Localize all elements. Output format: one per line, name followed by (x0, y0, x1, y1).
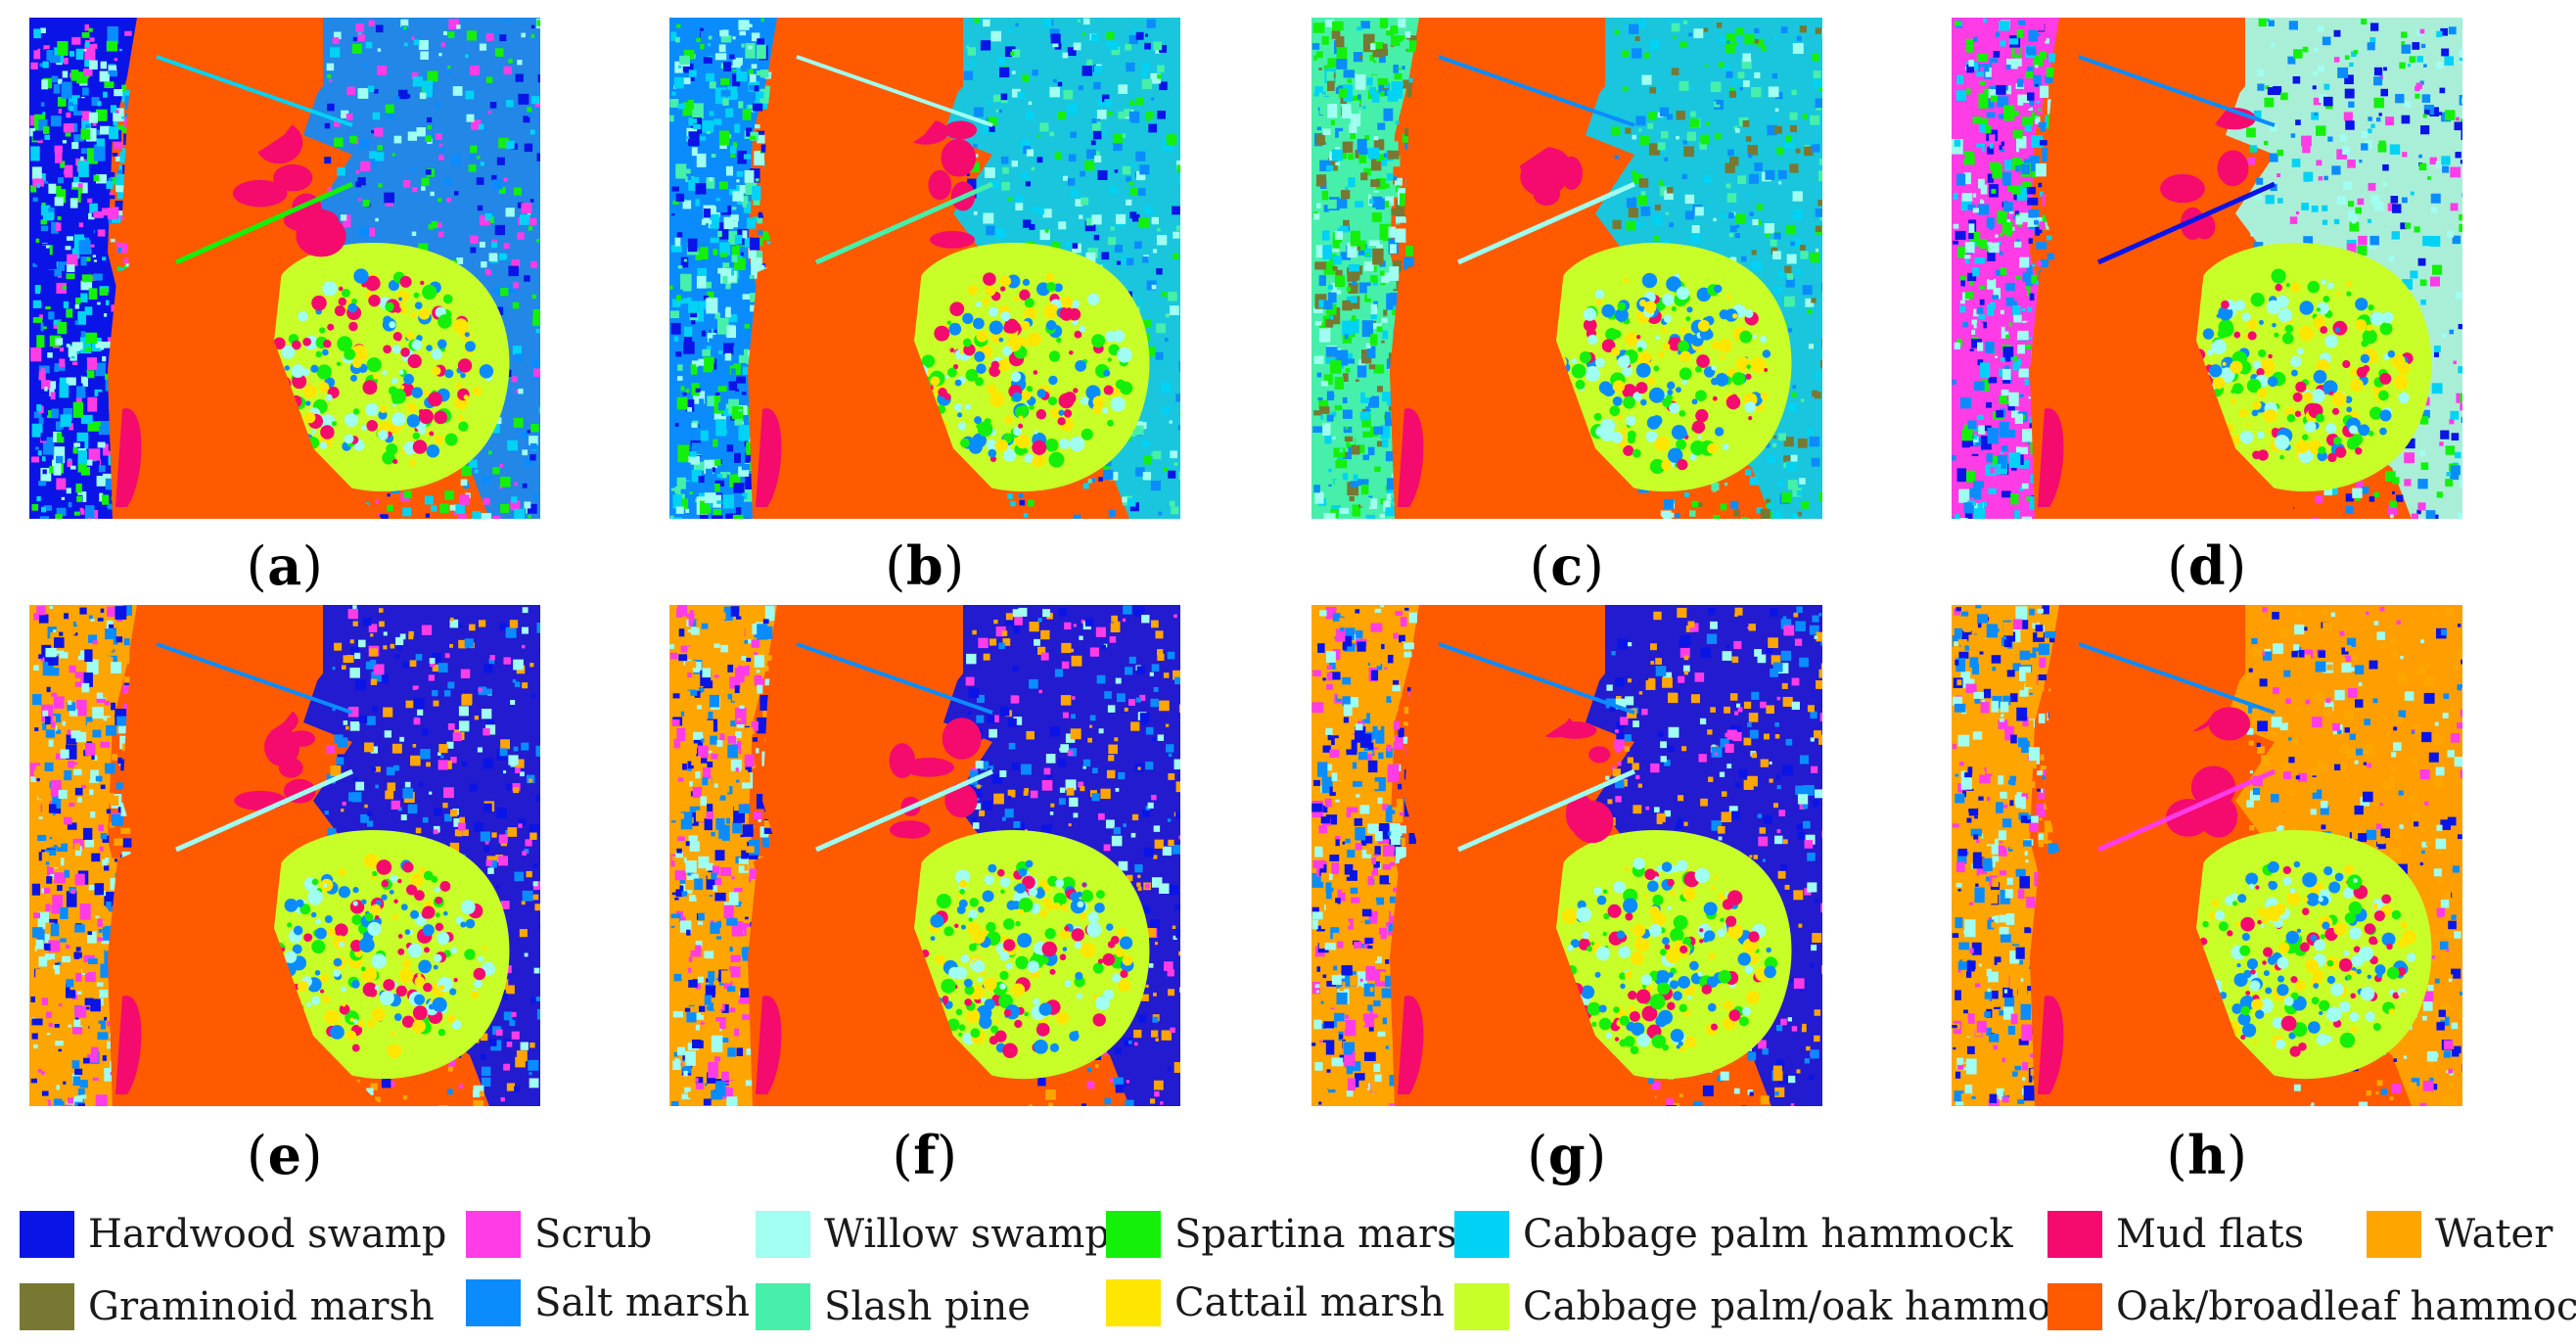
legend-swatch (756, 1283, 810, 1330)
legend-item-water: Water (2367, 1210, 2553, 1259)
map-d-graphic (1952, 18, 2462, 519)
legend-label: Oak/broadleaf hammock (2116, 1284, 2576, 1329)
map-b-graphic (669, 18, 1180, 519)
legend-swatch (1106, 1211, 1161, 1258)
legend-item-salt-marsh: Salt marsh (466, 1278, 750, 1327)
map-f-graphic (669, 605, 1180, 1106)
classification-map-e (29, 605, 540, 1106)
legend-swatch (20, 1211, 74, 1258)
map-e-graphic (29, 605, 540, 1106)
legend-label: Mud flats (2116, 1212, 2305, 1257)
legend-label: Water (2435, 1212, 2553, 1257)
caption-f: (f) (892, 1124, 958, 1186)
legend-swatch (756, 1211, 810, 1258)
legend-label: Graminoid marsh (88, 1284, 435, 1329)
map-c-graphic (1311, 18, 1822, 519)
legend-label: Salt marsh (534, 1280, 751, 1325)
legend-swatch (20, 1283, 74, 1330)
caption-d: (d) (2167, 534, 2247, 597)
legend-item-scrub: Scrub (466, 1210, 652, 1259)
legend-swatch (466, 1279, 521, 1326)
legend-swatch (466, 1211, 521, 1258)
legend-swatch (2047, 1283, 2102, 1330)
classification-map-h (1952, 605, 2462, 1106)
map-h-graphic (1952, 605, 2462, 1106)
caption-h: (h) (2166, 1124, 2248, 1186)
classification-map-b (669, 18, 1180, 519)
legend-label: Willow swamp (824, 1212, 1110, 1257)
classification-map-d (1952, 18, 2462, 519)
legend-label: Spartina marsh (1174, 1212, 1483, 1257)
legend-label: Scrub (534, 1212, 653, 1257)
legend-label: Cabbage palm hammock (1523, 1212, 2013, 1257)
classification-map-g (1311, 605, 1822, 1106)
legend-item-cabbage-palm-hammock: Cabbage palm hammock (1454, 1210, 2013, 1259)
legend-item-spartina-marsh: Spartina marsh (1106, 1210, 1482, 1259)
legend-swatch (1106, 1279, 1161, 1326)
classification-map-f (669, 605, 1180, 1106)
legend-label: Cabbage palm/oak hammock (1523, 1284, 2097, 1329)
legend-item-cattail-marsh: Cattail marsh (1106, 1278, 1445, 1327)
legend-item-willow-swamp: Willow swamp (756, 1210, 1110, 1259)
legend-label: Slash pine (824, 1284, 1031, 1329)
legend-item-graminoid-marsh: Graminoid marsh (20, 1282, 435, 1331)
legend-swatch (1454, 1211, 1509, 1258)
classification-map-c (1311, 18, 1822, 519)
caption-c: (c) (1529, 534, 1605, 597)
legend-item-hardwood-swamp: Hardwood swamp (20, 1210, 446, 1259)
legend-item-oak-broadleaf-hammock: Oak/broadleaf hammock (2047, 1282, 2576, 1331)
legend-swatch (2367, 1211, 2421, 1258)
legend-label: Hardwood swamp (88, 1212, 447, 1257)
legend-label: Cattail marsh (1174, 1280, 1445, 1325)
classification-map-a (29, 18, 540, 519)
map-a-graphic (29, 18, 540, 519)
legend-swatch (1454, 1283, 1509, 1330)
caption-b: (b) (885, 534, 965, 597)
legend-swatch (2047, 1211, 2102, 1258)
legend-item-slash-pine: Slash pine (756, 1282, 1031, 1331)
caption-e: (e) (246, 1124, 323, 1186)
map-g-graphic (1311, 605, 1822, 1106)
legend-item-mud-flats: Mud flats (2047, 1210, 2304, 1259)
caption-g: (g) (1527, 1124, 1607, 1186)
caption-a: (a) (246, 534, 324, 597)
legend-item-cabbage-palm-oak-hammock: Cabbage palm/oak hammock (1454, 1282, 2096, 1331)
